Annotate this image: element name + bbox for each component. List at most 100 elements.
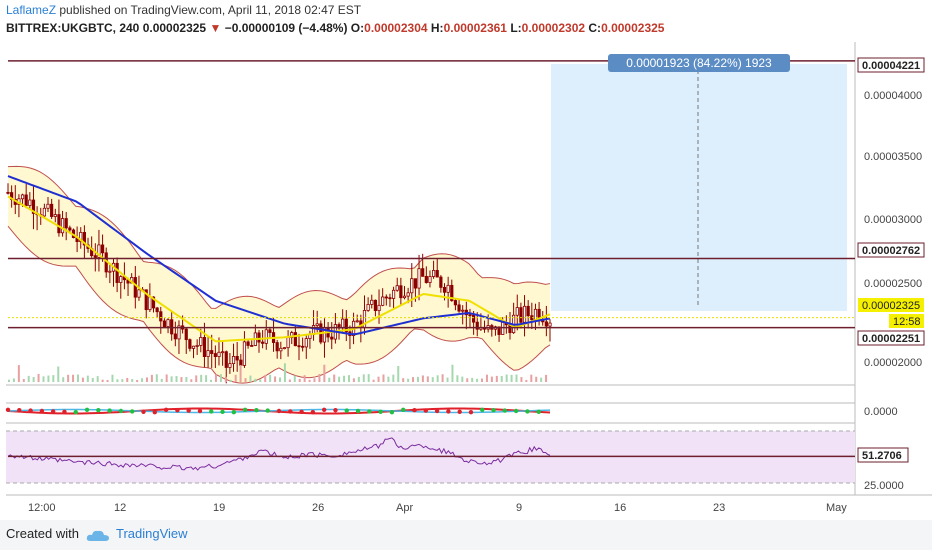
price-chart[interactable]: 0.00001923 (84.22%) 1923 0.00004000 0.00… xyxy=(0,0,932,520)
volume-bar xyxy=(416,376,419,382)
candle-body xyxy=(155,307,159,313)
candle-body xyxy=(195,345,199,347)
candle-body xyxy=(191,345,196,349)
macd-dot xyxy=(220,409,225,414)
candle-body xyxy=(417,268,421,289)
high-label: H: xyxy=(430,21,444,35)
close-label: C: xyxy=(588,21,602,35)
volume-bar xyxy=(81,377,84,382)
candle-body xyxy=(424,275,428,283)
candle-body xyxy=(391,289,396,299)
volume-bar xyxy=(165,374,168,382)
candle-body xyxy=(60,218,65,234)
volume-bar xyxy=(150,374,153,382)
volume-bar xyxy=(62,377,65,382)
macd-tick-label: 0.0000 xyxy=(864,406,898,418)
symbol-label: BITTREX:UKGBTC, 240 xyxy=(6,21,140,35)
candle-body xyxy=(475,321,479,330)
candle-body xyxy=(137,289,141,298)
volume-bar xyxy=(313,378,316,382)
volume-bar xyxy=(131,379,134,382)
volume-bar xyxy=(471,377,474,382)
volume-bar xyxy=(229,379,232,382)
candle-body xyxy=(261,341,265,344)
x-tick-label: 9 xyxy=(516,502,522,514)
volume-bar xyxy=(485,374,488,382)
volume-bar xyxy=(441,374,444,382)
candle-body xyxy=(231,355,236,365)
macd-dot xyxy=(389,410,395,415)
candle-body xyxy=(366,304,370,311)
macd-dot xyxy=(17,408,22,413)
tradingview-link[interactable]: TradingView xyxy=(116,526,188,541)
candle-body xyxy=(162,320,167,328)
volume-bar xyxy=(377,376,380,382)
candle-body xyxy=(515,307,519,316)
author-link[interactable]: LaflameZ xyxy=(6,3,57,17)
x-tick-label: 16 xyxy=(614,502,626,514)
volume-bar xyxy=(367,374,370,382)
volume-bar xyxy=(446,377,449,382)
volume-bar xyxy=(421,375,424,382)
volume-bar xyxy=(323,364,326,382)
last-price: 0.00002325 xyxy=(142,21,207,35)
volume-bar xyxy=(249,375,252,382)
volume-bar xyxy=(254,378,257,382)
volume-bar xyxy=(318,374,321,382)
y-tick-label: 0.00002500 xyxy=(864,278,922,290)
candle-body xyxy=(304,338,308,348)
macd-dot xyxy=(28,408,33,413)
candle-body xyxy=(264,329,268,344)
y-tick-label: 0.00004000 xyxy=(864,90,922,102)
macd-dot xyxy=(96,408,101,413)
volume-bar xyxy=(490,376,493,382)
volume-bar xyxy=(466,378,469,382)
candle-body xyxy=(501,322,505,335)
candle-body xyxy=(64,218,68,229)
volume-bar xyxy=(402,378,405,382)
volume-bar xyxy=(210,379,213,382)
candle-body xyxy=(268,329,272,333)
volume-bar xyxy=(219,374,222,382)
y-tick-label: 0.00003000 xyxy=(864,214,922,226)
volume-bar xyxy=(495,375,498,382)
macd-dot xyxy=(288,409,293,414)
volume-bar xyxy=(91,377,94,382)
volume-bar xyxy=(269,374,272,382)
projection-area xyxy=(551,64,847,311)
bollinger-bands xyxy=(7,165,551,384)
low-label: L: xyxy=(510,21,522,35)
candle-body xyxy=(373,299,377,312)
current-price-label: 0.00002325 xyxy=(862,300,920,312)
high-value: 0.00002361 xyxy=(443,21,507,35)
rsi-tick-label: 25.0000 xyxy=(864,480,904,492)
volume-bar xyxy=(264,374,267,382)
macd-pane xyxy=(5,407,551,415)
macd-dot xyxy=(163,407,169,412)
candle-body xyxy=(431,270,436,277)
volume-bar xyxy=(298,378,301,382)
x-tick-label: 23 xyxy=(713,502,725,514)
candle-body xyxy=(453,300,458,306)
volume-bar xyxy=(461,376,464,382)
open-label: O: xyxy=(350,21,365,35)
open-value: 0.00002304 xyxy=(364,21,428,35)
x-tick-label: 12 xyxy=(114,502,126,514)
volume-bar xyxy=(224,376,227,382)
volume-bar xyxy=(308,379,311,382)
candle-body xyxy=(406,292,410,297)
volume-bar xyxy=(180,377,183,382)
rsi-pane xyxy=(7,437,855,471)
volume-bar xyxy=(234,374,237,382)
volume-bar xyxy=(288,379,291,382)
macd-dot xyxy=(141,409,146,414)
candle-body xyxy=(399,285,403,299)
candle-body xyxy=(79,232,83,243)
volume-bar xyxy=(116,379,119,382)
macd-dot xyxy=(118,408,124,414)
volume-bar xyxy=(540,377,543,382)
volume-bar xyxy=(505,374,508,382)
candle-body xyxy=(293,332,297,347)
volume-bar xyxy=(530,374,533,382)
macd-dot xyxy=(152,410,157,415)
